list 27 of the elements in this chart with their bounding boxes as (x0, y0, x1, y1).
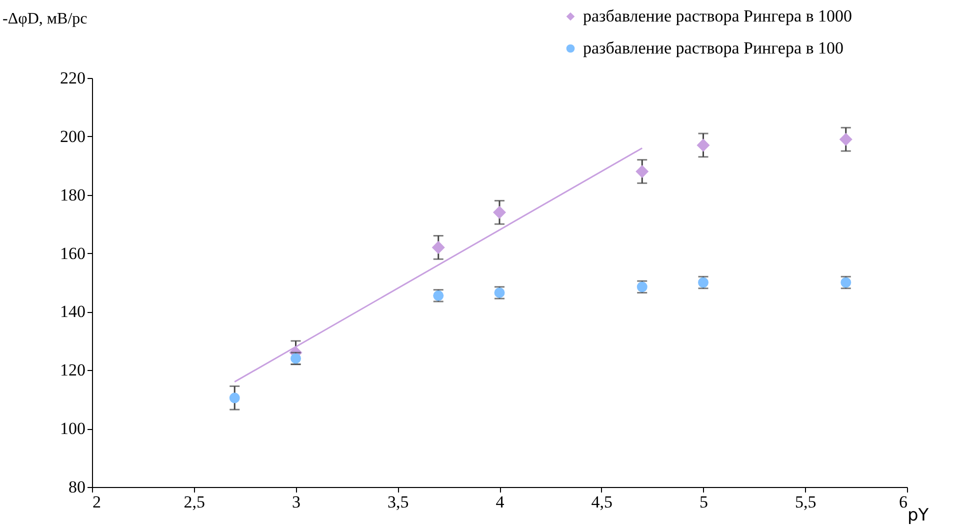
legend-label: разбавление раствора Рингера в 100 (583, 38, 844, 58)
y-tick-label: 100 (60, 419, 86, 438)
y-tick-label: 180 (60, 185, 86, 204)
y-tick-label: 220 (60, 68, 86, 88)
point (432, 240, 445, 254)
point (696, 138, 710, 152)
legend-label: разбавление раствора Рингера в 1000 (583, 6, 852, 26)
x-tick-label: 5 (700, 492, 708, 512)
y-tick-label: 200 (60, 126, 86, 146)
point (839, 132, 852, 146)
x-tick-label: 4 (496, 492, 505, 512)
x-tick-label: 2,5 (184, 492, 205, 512)
x-tick-label: 6 (899, 492, 908, 512)
x-axis-title: pY (908, 506, 930, 526)
y-tick-label: 80 (68, 478, 86, 496)
y-tick-label: 160 (60, 244, 86, 263)
y-axis-title: -ΔφD, мВ/рс (2, 10, 88, 28)
y-tick-label: 120 (60, 360, 86, 380)
y-tick-label: 140 (60, 302, 86, 322)
x-tick-label: 3 (292, 492, 300, 512)
x-tick-label: 5,5 (795, 492, 816, 512)
x-tick-label: 2 (92, 492, 101, 512)
x-tick-label: 3,5 (388, 492, 409, 512)
point (636, 164, 649, 178)
point (229, 392, 240, 404)
x-tick-label: 4,5 (591, 492, 612, 512)
point (492, 206, 506, 219)
